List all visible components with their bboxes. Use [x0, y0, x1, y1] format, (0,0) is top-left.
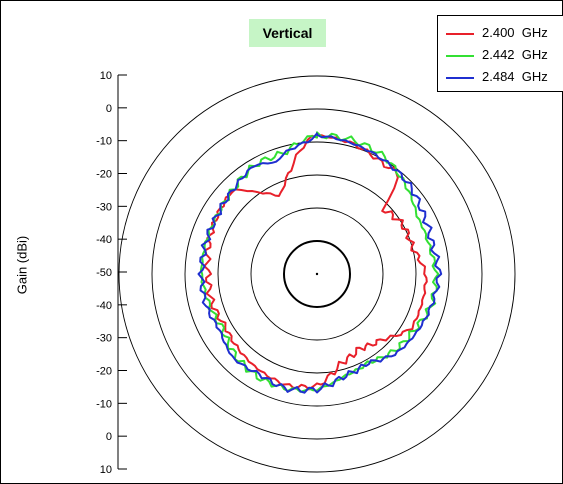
legend-swatch-2484: [446, 77, 474, 79]
y-axis-label: Gain (dBi): [14, 235, 30, 295]
legend-item-2484: 2.484 GHz: [438, 68, 563, 88]
legend-label-2484: 2.484 GHz: [482, 69, 548, 84]
y-tick-label-7: -40: [96, 300, 112, 312]
y-tick-label-4: -30: [96, 201, 112, 213]
y-tick-label-8: -30: [96, 333, 112, 345]
y-tick-label-5: -40: [96, 234, 112, 246]
legend-item-2442: 2.442 GHz: [438, 46, 563, 66]
y-tick-label-12: 10: [100, 464, 112, 476]
polar-grid-rings: [118, 75, 516, 473]
legend-item-2400: 2.400 GHz: [438, 24, 563, 44]
gain-axis: 10 0 -10 -20 -30 -40 -50 -40 -30 -20 -10 0 10: [96, 70, 127, 476]
y-tick-label-10: -10: [96, 398, 112, 410]
center-dot: [315, 272, 319, 276]
series-line-2: [197, 132, 443, 394]
grid-ring-2: [217, 174, 417, 374]
chart-title-text: Vertical: [262, 25, 313, 41]
grid-ring-5: [118, 75, 516, 473]
y-tick-label-11: 0: [106, 431, 112, 443]
grid-ring-3: [184, 141, 450, 407]
y-tick-label-0: 10: [100, 70, 112, 82]
y-tick-label-6: -50: [96, 267, 112, 279]
y-tick-label-9: -20: [96, 366, 112, 378]
series-layer: [197, 131, 443, 394]
y-tick-label-1: 0: [106, 103, 112, 115]
legend-swatch-2442: [446, 55, 474, 57]
grid-ring-4: [151, 108, 483, 440]
chart-title: Vertical: [249, 19, 326, 47]
grid-ring-1: [250, 207, 384, 341]
y-tick-label-2: -10: [96, 136, 112, 148]
series-line-1: [199, 131, 440, 393]
legend-swatch-2400: [446, 33, 474, 35]
legend-label-2400: 2.400 GHz: [482, 25, 548, 40]
series-line-0: [203, 134, 428, 391]
legend: 2.400 GHz 2.442 GHz 2.484 GHz: [437, 15, 563, 92]
grid-ring-0: [283, 240, 351, 308]
y-tick-label-3: -20: [96, 169, 112, 181]
legend-label-2442: 2.442 GHz: [482, 47, 548, 62]
